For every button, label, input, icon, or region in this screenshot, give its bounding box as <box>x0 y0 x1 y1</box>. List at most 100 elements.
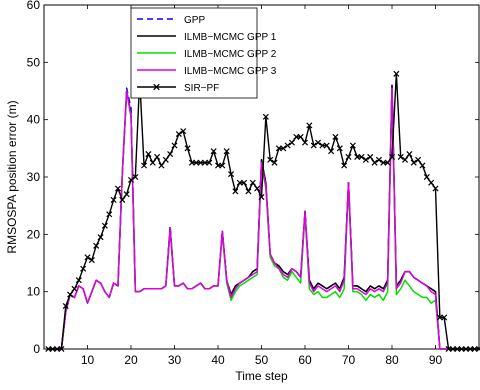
data-point-marker <box>362 156 369 163</box>
data-point-marker <box>193 159 200 166</box>
data-point-marker <box>406 151 413 158</box>
series-line-3 <box>48 87 479 350</box>
data-point-marker <box>419 162 426 169</box>
y-axis-label: RMSOSPA position error (m) <box>5 100 19 253</box>
y-tick-label: 10 <box>27 285 41 299</box>
data-point-marker <box>441 314 448 321</box>
data-point-marker <box>123 191 130 198</box>
y-tick-label: 50 <box>27 55 41 69</box>
data-point-marker <box>210 148 217 155</box>
legend-label-4: SIR−PF <box>184 83 219 94</box>
data-point-marker <box>323 142 330 149</box>
data-point-marker <box>197 159 204 166</box>
data-point-marker <box>119 196 126 203</box>
data-point-marker <box>293 133 300 140</box>
y-tick-label: 0 <box>33 342 40 356</box>
data-point-marker <box>241 179 248 186</box>
data-point-marker <box>114 185 121 192</box>
y-tick-label: 20 <box>27 227 41 241</box>
data-point-marker <box>149 159 156 166</box>
data-point-marker <box>167 151 174 158</box>
data-point-marker <box>258 194 265 201</box>
data-point-marker <box>141 162 148 169</box>
data-point-marker <box>458 345 465 353</box>
data-point-marker <box>354 153 361 160</box>
data-point-marker <box>449 345 456 353</box>
data-point-marker <box>454 345 461 353</box>
data-point-marker <box>288 139 295 146</box>
data-point-marker <box>393 70 400 77</box>
data-point-marker <box>332 133 339 140</box>
legend-label-3: ILMB−MCMC GPP 3 <box>184 66 277 77</box>
x-axis-label: Time step <box>235 369 288 383</box>
data-point-marker <box>410 159 417 166</box>
data-point-marker <box>388 153 396 160</box>
x-tick-label: 80 <box>385 353 399 367</box>
x-tick-label: 10 <box>81 353 95 367</box>
data-point-marker <box>262 113 269 120</box>
x-tick-label: 90 <box>429 353 443 367</box>
data-point-marker <box>88 257 95 264</box>
data-point-marker <box>54 345 61 353</box>
data-point-marker <box>106 211 113 218</box>
data-point-marker <box>127 176 135 183</box>
data-point-marker <box>380 159 387 166</box>
data-point-marker <box>214 162 222 169</box>
data-point-marker <box>75 277 82 284</box>
data-point-marker <box>428 179 435 186</box>
data-point-marker <box>345 153 352 160</box>
data-point-marker <box>462 345 469 353</box>
data-point-marker <box>80 265 87 272</box>
data-point-marker <box>145 151 152 158</box>
data-point-marker <box>271 159 278 166</box>
data-point-marker <box>336 145 343 152</box>
x-tick-label: 50 <box>255 353 269 367</box>
data-point-marker <box>306 122 313 129</box>
data-point-marker <box>328 148 335 155</box>
data-point-marker <box>45 345 52 353</box>
data-point-marker <box>132 173 139 181</box>
x-tick-label: 70 <box>342 353 356 367</box>
data-point-marker <box>432 185 439 192</box>
data-point-marker <box>475 345 480 353</box>
data-point-marker <box>171 142 178 149</box>
data-point-marker <box>280 145 287 152</box>
data-point-marker <box>67 291 74 298</box>
data-point-marker <box>184 145 191 152</box>
x-tick-label: 40 <box>211 353 225 367</box>
data-point-marker <box>349 142 356 149</box>
data-point-marker <box>219 162 226 169</box>
series-lines <box>45 70 480 353</box>
data-point-marker <box>254 185 261 192</box>
data-point-marker <box>245 188 252 195</box>
data-point-marker <box>375 156 382 163</box>
data-point-marker <box>97 234 104 241</box>
data-point-marker <box>175 130 182 138</box>
data-point-marker <box>275 145 282 152</box>
data-point-marker <box>436 314 443 321</box>
data-point-marker <box>397 153 404 160</box>
data-point-marker <box>467 345 474 353</box>
axis-ticks: 10 20 30 40 50 60 70 80 90 0 10 20 30 40 50 60 <box>27 0 479 367</box>
data-point-marker <box>402 156 409 163</box>
data-point-marker <box>232 188 239 195</box>
data-point-marker <box>93 242 100 249</box>
data-point-marker <box>367 153 374 160</box>
x-tick-label: 20 <box>124 353 138 367</box>
data-point-marker <box>188 159 195 166</box>
legend-label-0: GPP <box>184 15 205 26</box>
data-point-marker <box>158 162 165 169</box>
data-point-marker <box>101 222 108 229</box>
data-point-marker <box>319 142 326 149</box>
data-point-marker <box>223 148 230 155</box>
data-point-marker <box>84 254 91 261</box>
data-point-marker <box>249 179 256 186</box>
data-point-marker <box>236 179 243 186</box>
data-point-marker <box>154 153 161 160</box>
data-point-marker <box>284 142 291 149</box>
data-point-marker <box>201 159 208 166</box>
legend: GPP ILMB−MCMC GPP 1 ILMB−MCMC GPP 2 ILMB−MC… <box>130 7 277 99</box>
data-point-marker <box>297 133 304 140</box>
data-point-marker <box>49 345 56 353</box>
